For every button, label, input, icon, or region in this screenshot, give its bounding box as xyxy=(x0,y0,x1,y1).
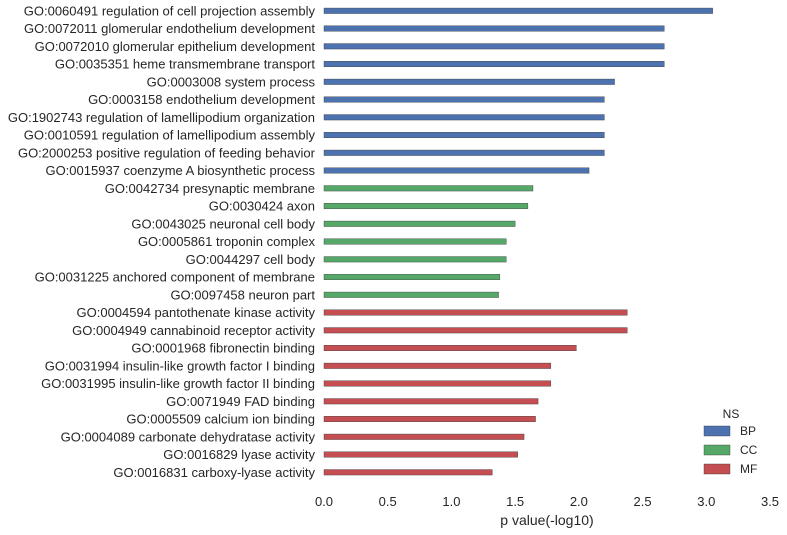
bar-bp xyxy=(323,167,590,174)
legend-title: NS xyxy=(723,407,740,421)
bar-cc xyxy=(323,185,534,192)
legend-label-mf: MF xyxy=(740,462,757,476)
bars xyxy=(323,7,713,476)
category-label: GO:0016831 carboxy-lyase activity xyxy=(113,465,315,480)
bar-bp xyxy=(323,96,605,103)
bar-mf xyxy=(323,362,552,369)
category-label: GO:0031995 insulin-like growth factor II… xyxy=(41,376,315,391)
category-label: GO:0060491 regulation of cell projection… xyxy=(24,3,316,18)
x-tick-label: 3.0 xyxy=(697,494,715,509)
bar-bp xyxy=(323,114,605,121)
bar-cc xyxy=(323,220,516,227)
category-label: GO:0003008 system process xyxy=(147,74,316,89)
legend-swatch-mf xyxy=(703,463,731,475)
bar-cc xyxy=(323,203,529,210)
bar-mf xyxy=(323,398,539,405)
legend-swatch-cc xyxy=(703,444,731,456)
x-tick-label: 1.0 xyxy=(442,494,460,509)
bar-bp xyxy=(323,7,713,14)
bar-bp xyxy=(323,25,665,32)
bar-bp xyxy=(323,78,615,85)
category-label: GO:0031994 insulin-like growth factor I … xyxy=(45,358,315,373)
category-labels: GO:0060491 regulation of cell projection… xyxy=(8,3,316,480)
bar-bp xyxy=(323,61,665,67)
category-label: GO:0042734 presynaptic membrane xyxy=(105,181,315,196)
bar-cc xyxy=(323,256,507,263)
bar-mf xyxy=(323,416,536,422)
category-label: GO:2000253 positive regulation of feedin… xyxy=(18,145,316,160)
bar-bp xyxy=(323,149,605,156)
x-tick-label: 3.5 xyxy=(761,494,779,509)
category-label: GO:0005861 troponin complex xyxy=(138,234,316,249)
category-label: GO:0004089 carbonate dehydratase activit… xyxy=(61,429,316,444)
bar-bp xyxy=(323,132,605,139)
category-label: GO:0097458 neuron part xyxy=(170,287,315,302)
bar-mf xyxy=(323,327,628,334)
category-label: GO:0072011 glomerular endothelium develo… xyxy=(24,21,315,36)
legend-label-cc: CC xyxy=(740,443,758,457)
category-label: GO:0003158 endothelium development xyxy=(88,92,315,107)
category-label: GO:0015937 coenzyme A biosynthetic proce… xyxy=(45,163,315,178)
legend: NS BP CC MF xyxy=(703,407,758,476)
x-axis-title: p value(-log10) xyxy=(500,512,593,528)
x-tick-label: 2.0 xyxy=(570,494,588,509)
bar-mf xyxy=(323,433,525,440)
category-label: GO:0004949 cannabinoid receptor activity xyxy=(72,323,315,338)
category-label: GO:0004594 pantothenate kinase activity xyxy=(77,305,316,320)
bar-bp xyxy=(323,43,665,50)
bar-cc xyxy=(323,291,499,298)
category-label: GO:0031225 anchored component of membran… xyxy=(35,270,315,285)
category-label: GO:0016829 lyase activity xyxy=(163,447,315,462)
category-label: GO:0001968 fibronectin binding xyxy=(131,341,315,356)
x-tick-label: 1.5 xyxy=(506,494,524,509)
category-label: GO:0072010 glomerular epithelium develop… xyxy=(35,39,316,54)
bar-cc xyxy=(323,238,507,245)
bar-mf xyxy=(323,380,552,387)
category-label: GO:0044297 cell body xyxy=(186,252,316,267)
x-axis-ticks: 0.0 0.5 1.0 1.5 2.0 2.5 3.0 3.5 xyxy=(315,494,779,509)
category-label: GO:0071949 FAD binding xyxy=(166,394,315,409)
category-label: GO:1902743 regulation of lamellipodium o… xyxy=(8,110,315,125)
category-label: GO:0030424 axon xyxy=(209,199,315,214)
bar-mf xyxy=(323,309,628,316)
x-tick-label: 2.5 xyxy=(634,494,652,509)
x-tick-label: 0.5 xyxy=(379,494,397,509)
category-label: GO:0010591 regulation of lamellipodium a… xyxy=(24,128,316,143)
legend-label-bp: BP xyxy=(740,424,756,438)
legend-swatch-bp xyxy=(703,425,731,437)
category-label: GO:0043025 neuronal cell body xyxy=(131,216,315,231)
category-label: GO:0005509 calcium ion binding xyxy=(126,412,315,427)
category-label: GO:0035351 heme transmembrane transport xyxy=(55,57,316,72)
bar-mf xyxy=(323,469,493,476)
x-tick-label: 0.0 xyxy=(315,494,333,509)
bar-cc xyxy=(323,274,501,280)
bar-mf xyxy=(323,345,577,351)
bar-mf xyxy=(323,451,518,458)
